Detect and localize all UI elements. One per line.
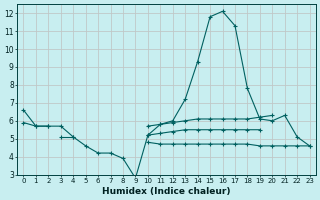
X-axis label: Humidex (Indice chaleur): Humidex (Indice chaleur) — [102, 187, 231, 196]
